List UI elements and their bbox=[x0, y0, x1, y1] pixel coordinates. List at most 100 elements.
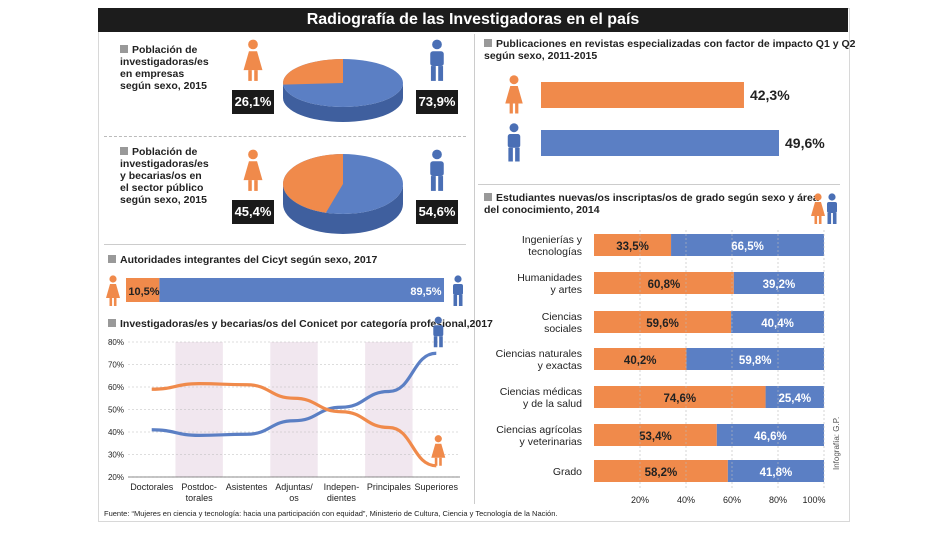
est-x-tick: 100% bbox=[802, 495, 825, 505]
cicyt-female-bar bbox=[126, 278, 160, 302]
source-note: Fuente: “Mujeres en ciencia y tecnología… bbox=[104, 509, 558, 518]
column-divider bbox=[474, 34, 475, 504]
est-category-label: tecnologías bbox=[528, 246, 582, 258]
conicet-band bbox=[175, 342, 223, 477]
conicet-y-tick: 20% bbox=[108, 473, 124, 482]
est-female-bar bbox=[594, 234, 672, 256]
est-male-label: 39,2% bbox=[763, 279, 796, 291]
pie-empresas-side bbox=[283, 83, 403, 122]
pie-empresas-female-pct: 26,1% bbox=[232, 90, 274, 114]
pie-publico-male-icon bbox=[430, 149, 444, 191]
cicyt-male-label: 89,5% bbox=[410, 286, 441, 298]
divider-right bbox=[478, 184, 840, 185]
est-male-label: 59,8% bbox=[739, 355, 772, 367]
conicet-y-tick: 40% bbox=[108, 428, 124, 437]
pie-publico-line-2: investigadoras/es bbox=[120, 158, 209, 170]
bullet-square bbox=[120, 45, 128, 53]
est-female-label: 58,2% bbox=[645, 467, 678, 479]
pub-icon-female bbox=[505, 75, 523, 114]
est-category-label: Grado bbox=[553, 466, 582, 478]
est-female-bar bbox=[594, 460, 728, 482]
pub-icon-male bbox=[507, 123, 521, 162]
pie-empresas-line-3: en empresas bbox=[120, 68, 185, 80]
pie-empresas-line-1: Población de bbox=[132, 44, 198, 56]
est-male-bar bbox=[671, 234, 824, 256]
pie-publico-female-pct: 45,4% bbox=[232, 200, 274, 224]
est-female-label: 40,2% bbox=[624, 355, 657, 367]
est-male-label: 25,4% bbox=[778, 393, 811, 405]
conicet-x-label: Principales bbox=[367, 482, 412, 492]
pie-empresas-line-4: según sexo, 2015 bbox=[120, 80, 207, 92]
pub-title: Publicaciones en revistas especializadas… bbox=[484, 38, 855, 62]
est-female-label: 33,5% bbox=[616, 241, 649, 253]
pie-publico-line-1: Población de bbox=[132, 146, 198, 158]
pub-bar-female bbox=[541, 82, 744, 108]
est-male-bar bbox=[686, 348, 824, 370]
conicet-x-label: Indepen- bbox=[324, 482, 360, 492]
est-female-bar bbox=[594, 311, 732, 333]
pie-empresas-female-icon bbox=[243, 39, 263, 81]
cicyt-title: Autoridades integrantes del Cicyt según … bbox=[108, 254, 377, 266]
est-title: Estudiantes nuevas/os inscriptas/os de g… bbox=[484, 192, 819, 216]
conicet-y-tick: 30% bbox=[108, 451, 124, 460]
est-title-line-2: del conocimiento, 2014 bbox=[484, 204, 600, 216]
est-male-bar bbox=[733, 272, 824, 294]
est-male-bar bbox=[731, 311, 824, 333]
conicet-x-label: os bbox=[289, 493, 299, 503]
pub-title-line-2: según sexo, 2011-2015 bbox=[484, 50, 598, 62]
conicet-female-line bbox=[151, 382, 437, 468]
cicyt-male-icon bbox=[453, 275, 463, 306]
conicet-y-tick: 70% bbox=[108, 361, 124, 370]
pie-empresas-female-slice bbox=[283, 59, 343, 85]
est-male-label: 46,6% bbox=[754, 431, 787, 443]
est-male-bar bbox=[765, 386, 824, 408]
pie-publico-line-3: y becarias/os en bbox=[120, 170, 202, 182]
est-male-icon bbox=[827, 193, 837, 224]
pie-publico-line-4: el sector público bbox=[120, 182, 204, 194]
est-category-label: Ciencias agrícolas bbox=[496, 424, 582, 436]
cicyt-female-icon bbox=[106, 275, 120, 306]
est-category-label: Ciencias naturales bbox=[496, 348, 582, 360]
cicyt-female-label: 10,5% bbox=[128, 286, 159, 298]
est-female-bar bbox=[594, 386, 766, 408]
est-male-label: 40,4% bbox=[761, 318, 794, 330]
cicyt-title-text: Autoridades integrantes del Cicyt según … bbox=[120, 254, 378, 266]
conicet-x-label: Asistentes bbox=[226, 482, 268, 492]
pub-bar-male bbox=[541, 130, 779, 156]
bullet-square bbox=[484, 193, 492, 201]
est-category-label: y veterinarias bbox=[520, 436, 582, 448]
bullet-square bbox=[108, 255, 116, 263]
bullet-square bbox=[484, 39, 492, 47]
pie-empresas-male-icon bbox=[430, 39, 444, 81]
est-female-label: 60,8% bbox=[648, 279, 681, 291]
credit-note: Infografía: G.P. bbox=[832, 416, 841, 470]
est-category-label: y artes bbox=[550, 284, 582, 296]
pub-label-female: 42,3% bbox=[750, 87, 790, 103]
est-male-bar bbox=[727, 460, 824, 482]
pub-title-line-1: Publicaciones en revistas especializadas… bbox=[496, 38, 856, 50]
conicet-x-label: Adjuntas/ bbox=[275, 482, 313, 492]
est-category-label: y de la salud bbox=[523, 398, 582, 410]
est-x-tick: 20% bbox=[631, 495, 649, 505]
conicet-title: Investigadoras/es y becarias/os del Coni… bbox=[108, 318, 493, 330]
pie-empresas-title: Población de investigadoras/es en empres… bbox=[120, 44, 209, 92]
bullet-square bbox=[120, 147, 128, 155]
conicet-title-text: Investigadoras/es y becarias/os del Coni… bbox=[120, 318, 493, 330]
est-x-tick: 60% bbox=[723, 495, 741, 505]
est-female-bar bbox=[594, 424, 717, 446]
cicyt-male-bar bbox=[159, 278, 444, 302]
est-category-label: Ciencias médicas bbox=[500, 386, 582, 398]
conicet-male-line bbox=[151, 351, 437, 437]
pie-publico-line-5: según sexo, 2015 bbox=[120, 194, 207, 206]
pie-empresas-line-2: investigadoras/es bbox=[120, 56, 209, 68]
est-category-label: Ingenierías y bbox=[522, 234, 583, 246]
pie-publico-female-icon bbox=[243, 149, 263, 191]
conicet-y-tick: 50% bbox=[108, 406, 124, 415]
pie-publico-title: Población de investigadoras/es y becaria… bbox=[120, 146, 209, 206]
est-male-bar bbox=[716, 424, 824, 446]
est-category-label: sociales bbox=[544, 323, 582, 335]
est-x-tick: 80% bbox=[769, 495, 787, 505]
est-male-label: 41,8% bbox=[760, 467, 793, 479]
bullet-square bbox=[108, 319, 116, 327]
